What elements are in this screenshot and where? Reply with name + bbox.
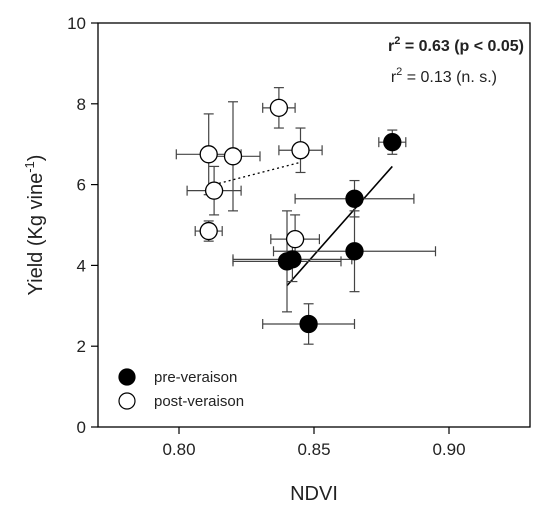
y-axis-title: Yield (Kg vine-1)	[22, 155, 47, 296]
data-point-pre-veraison	[345, 242, 364, 261]
markers	[199, 98, 402, 334]
data-point-post-veraison	[223, 147, 243, 166]
data-point-post-veraison	[199, 145, 218, 164]
x-tick-label: 0.90	[432, 440, 465, 459]
r2-post-prefix: r	[391, 69, 397, 86]
y-tick-label: 0	[77, 418, 86, 437]
legend-label-pre-veraison: pre-veraison	[154, 369, 237, 386]
r2-pre-text: = 0.63 (p < 0.05)	[400, 38, 524, 55]
r2-post-superscript: 2	[396, 66, 402, 78]
fit-line-pre-veraison	[286, 165, 393, 287]
legend-label-post-veraison: post-veraison	[154, 393, 244, 410]
data-point-pre-veraison	[383, 133, 402, 152]
x-axis-title: NDVI	[290, 483, 338, 505]
x-axis: 0.80 0.85 0.90	[162, 427, 466, 459]
r2-post-annotation: r2 = 0.13 (n. s.)	[391, 66, 497, 86]
y-tick-label: 4	[77, 256, 86, 275]
r2-pre-superscript: 2	[394, 35, 400, 47]
x-tick-label: 0.80	[162, 440, 195, 459]
x-tick-label: 0.85	[297, 440, 330, 459]
y-axis-title-main: Yield (Kg vine	[25, 173, 47, 296]
data-point-pre-veraison	[299, 314, 318, 334]
y-tick-label: 10	[67, 14, 86, 33]
y-tick-label: 2	[77, 337, 86, 356]
r2-post-text: = 0.13 (n. s.)	[402, 69, 497, 86]
data-point-post-veraison	[204, 181, 224, 200]
data-point-post-veraison	[269, 98, 289, 117]
y-tick-label: 6	[77, 176, 86, 195]
error-bars	[175, 87, 437, 345]
r2-pre-prefix: r	[388, 38, 394, 55]
data-point-post-veraison	[199, 221, 218, 241]
y-axis-title-superscript: -1	[22, 161, 37, 173]
y-tick-label: 8	[77, 95, 86, 114]
data-point-pre-veraison	[345, 189, 364, 208]
legend-marker-pre-veraison	[118, 368, 136, 386]
fit-line-post-veraison	[213, 161, 301, 186]
legend-marker-post-veraison	[118, 392, 136, 410]
r2-pre-annotation: r2 = 0.63 (p < 0.05)	[388, 35, 524, 55]
legend: pre-veraison post-veraison	[118, 368, 244, 410]
data-point-pre-veraison	[277, 252, 297, 271]
data-point-post-veraison	[285, 229, 305, 249]
y-axis-title-close: )	[25, 155, 47, 162]
data-point-post-veraison	[291, 141, 310, 160]
y-axis: 0 2 4 6 8 10	[67, 14, 98, 437]
fit-lines	[213, 161, 393, 287]
